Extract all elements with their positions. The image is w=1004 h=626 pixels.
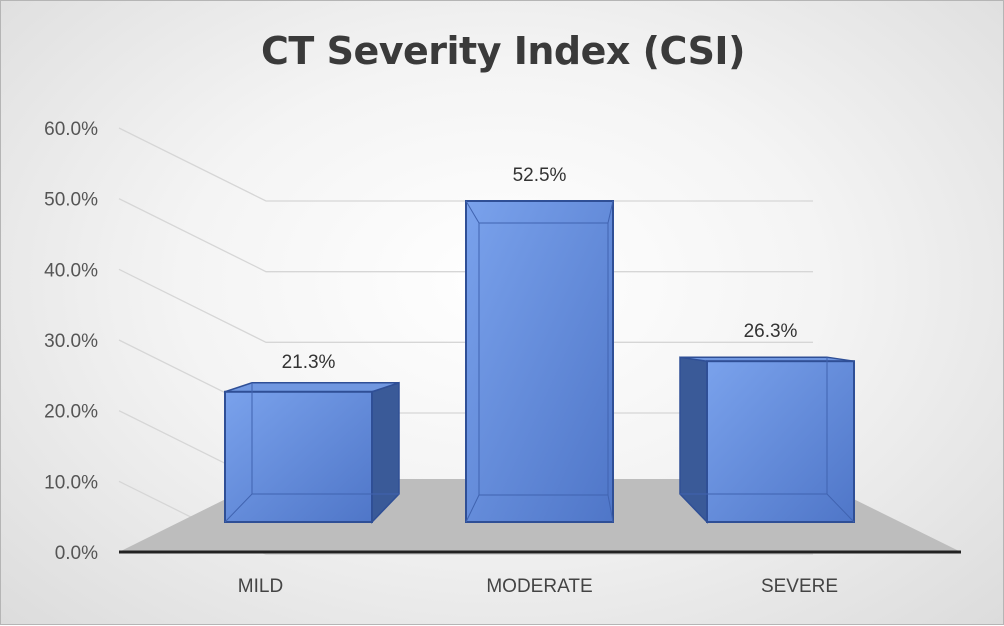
x-tick-label: MILD xyxy=(238,576,283,597)
data-label: 26.3% xyxy=(744,321,798,342)
chart-title: CT Severity Index (CSI) xyxy=(261,29,745,73)
data-label: 21.3% xyxy=(282,352,336,373)
y-tick-label: 20.0% xyxy=(44,402,98,423)
bar-severe xyxy=(679,356,855,524)
data-label: 52.5% xyxy=(513,165,567,186)
gridline xyxy=(118,268,813,343)
bar-mild xyxy=(224,381,400,524)
y-tick-label: 40.0% xyxy=(44,260,98,281)
bar-moderate xyxy=(465,200,614,523)
y-tick-label: 0.0% xyxy=(55,543,98,564)
x-tick-label: SEVERE xyxy=(761,576,838,597)
gridline xyxy=(118,127,813,202)
gridline xyxy=(118,480,813,555)
y-tick-label: 10.0% xyxy=(44,472,98,493)
y-tick-label: 60.0% xyxy=(44,119,98,140)
y-tick-label: 30.0% xyxy=(44,331,98,352)
y-tick-label: 50.0% xyxy=(44,190,98,211)
x-tick-label: MODERATE xyxy=(486,576,592,597)
gridline xyxy=(118,198,813,273)
